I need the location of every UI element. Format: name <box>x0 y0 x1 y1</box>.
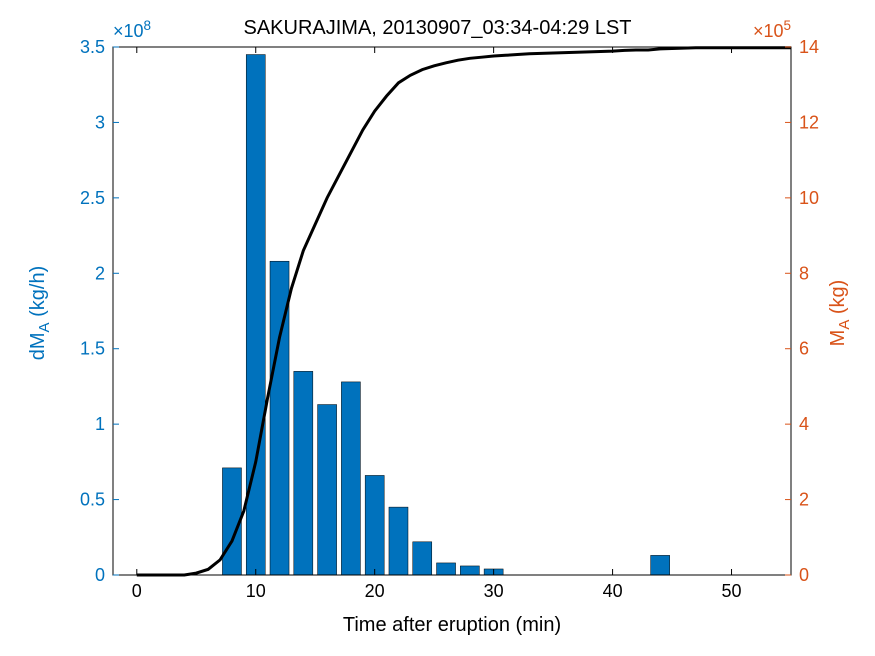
x-tick-label: 50 <box>722 581 742 601</box>
bar <box>246 55 265 575</box>
y-right-tick-label: 12 <box>799 112 819 132</box>
y-right-tick-label: 2 <box>799 490 809 510</box>
bar <box>651 555 670 575</box>
chart-svg: 0 10 20 30 40 50 0 0.5 1 1.5 2 2.5 3 3.5 0 2 4 6 8 10 12 14 <box>0 0 875 656</box>
y-left-tick-label: 1 <box>95 414 105 434</box>
bar <box>294 371 313 575</box>
bar <box>341 382 360 575</box>
y-right-tick-label: 10 <box>799 188 819 208</box>
y-right-tick-label: 6 <box>799 339 809 359</box>
y-left-tick-label: 2 <box>95 263 105 283</box>
bar <box>365 475 384 575</box>
y-left-tick-label: 1.5 <box>80 339 105 359</box>
y-right-tick-label: 0 <box>799 565 809 585</box>
bar <box>460 566 479 575</box>
bar <box>413 542 432 575</box>
y-left-tick-label: 2.5 <box>80 188 105 208</box>
y-left-tick-label: 3.5 <box>80 37 105 57</box>
x-tick-label: 20 <box>365 581 385 601</box>
y-right-tick-label: 14 <box>799 37 819 57</box>
x-tick-label: 40 <box>603 581 623 601</box>
x-tick-label: 10 <box>246 581 266 601</box>
bar <box>437 563 456 575</box>
y-right-tick-label: 4 <box>799 414 809 434</box>
plot-border <box>113 47 791 575</box>
x-tick-label: 30 <box>484 581 504 601</box>
bar <box>389 507 408 575</box>
y-left-tick-label: 3 <box>95 112 105 132</box>
y-right-tick-label: 8 <box>799 263 809 283</box>
y-left-tick-label: 0.5 <box>80 490 105 510</box>
figure: SAKURAJIMA, 20130907_03:34-04:29 LST ×10… <box>0 0 875 656</box>
bar <box>318 405 337 575</box>
x-tick-label: 0 <box>132 581 142 601</box>
y-left-tick-label: 0 <box>95 565 105 585</box>
